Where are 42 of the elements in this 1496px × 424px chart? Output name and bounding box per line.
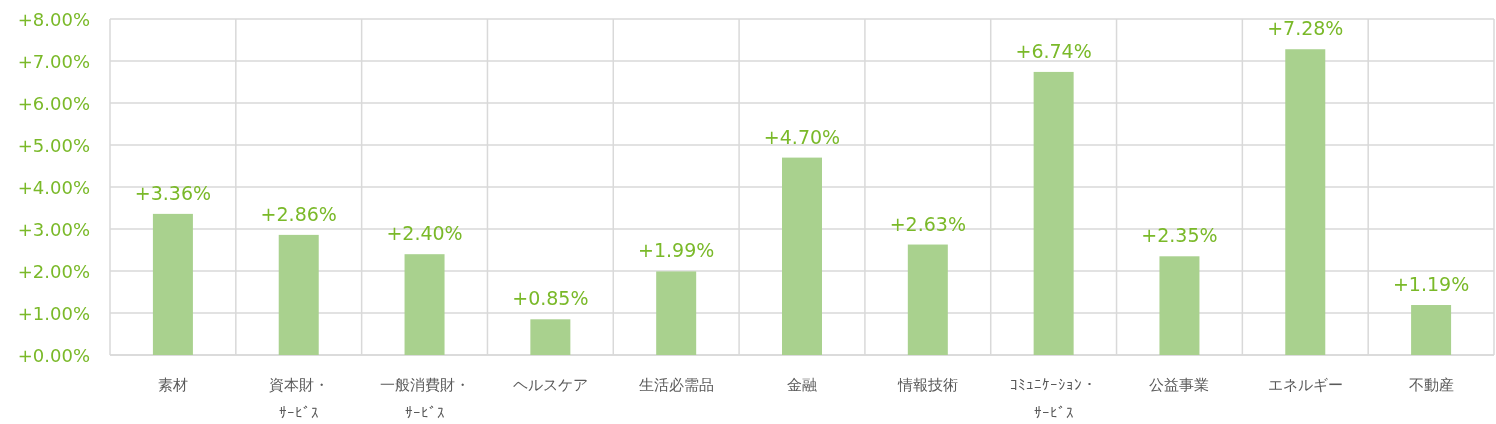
bar <box>782 157 822 355</box>
x-tick-label: 情報技術 <box>896 376 958 394</box>
data-label: +2.40% <box>386 222 463 245</box>
data-label: +3.36% <box>134 181 212 204</box>
y-tick-label: +6.00% <box>17 93 90 114</box>
x-tick-label: 素材 <box>157 376 188 394</box>
x-tick-label: 公益事業 <box>1149 376 1210 394</box>
data-label: +4.70% <box>763 125 841 148</box>
x-tick-label: 生活必需品 <box>638 376 714 394</box>
bar <box>152 213 193 355</box>
y-tick-label: +4.00% <box>17 177 90 198</box>
y-tick-label: +7.00% <box>17 51 90 72</box>
x-tick-label: ｺﾐｭﾆｹｰｼｮﾝ・ｻｰﾋﾞｽ <box>1010 376 1098 422</box>
data-label: +2.35% <box>1141 224 1218 247</box>
bar <box>656 271 697 355</box>
data-label: +6.74% <box>1015 39 1092 62</box>
bar <box>404 254 445 355</box>
bar <box>1033 71 1074 355</box>
bar <box>1285 49 1326 355</box>
y-tick-label: +2.00% <box>17 261 90 282</box>
data-label: +2.86% <box>260 202 337 225</box>
bar <box>1159 256 1200 355</box>
data-label: +7.28% <box>1267 17 1344 40</box>
bar <box>907 244 948 355</box>
y-tick-label: +0.00% <box>17 345 90 366</box>
data-label: +0.85% <box>512 287 589 310</box>
bar <box>278 234 319 355</box>
x-tick-label: 資本財・ｻｰﾋﾞｽ <box>268 376 329 422</box>
x-tick-label: ヘルスケア <box>512 376 588 394</box>
bar <box>1411 305 1452 355</box>
data-label: +1.19% <box>1392 273 1470 296</box>
y-tick-label: +1.00% <box>17 303 90 324</box>
y-tick-label: +8.00% <box>17 9 90 30</box>
data-label: +2.63% <box>889 212 966 235</box>
x-tick-label: 金融 <box>787 376 817 394</box>
x-tick-label: 一般消費財・ｻｰﾋﾞｽ <box>379 376 470 422</box>
x-tick-label: エネルギー <box>1267 376 1343 394</box>
y-tick-label: +5.00% <box>17 135 90 156</box>
y-tick-label: +3.00% <box>17 219 90 240</box>
bar <box>530 319 571 355</box>
data-label: +1.99% <box>638 239 715 262</box>
x-tick-label: 不動産 <box>1408 376 1454 394</box>
